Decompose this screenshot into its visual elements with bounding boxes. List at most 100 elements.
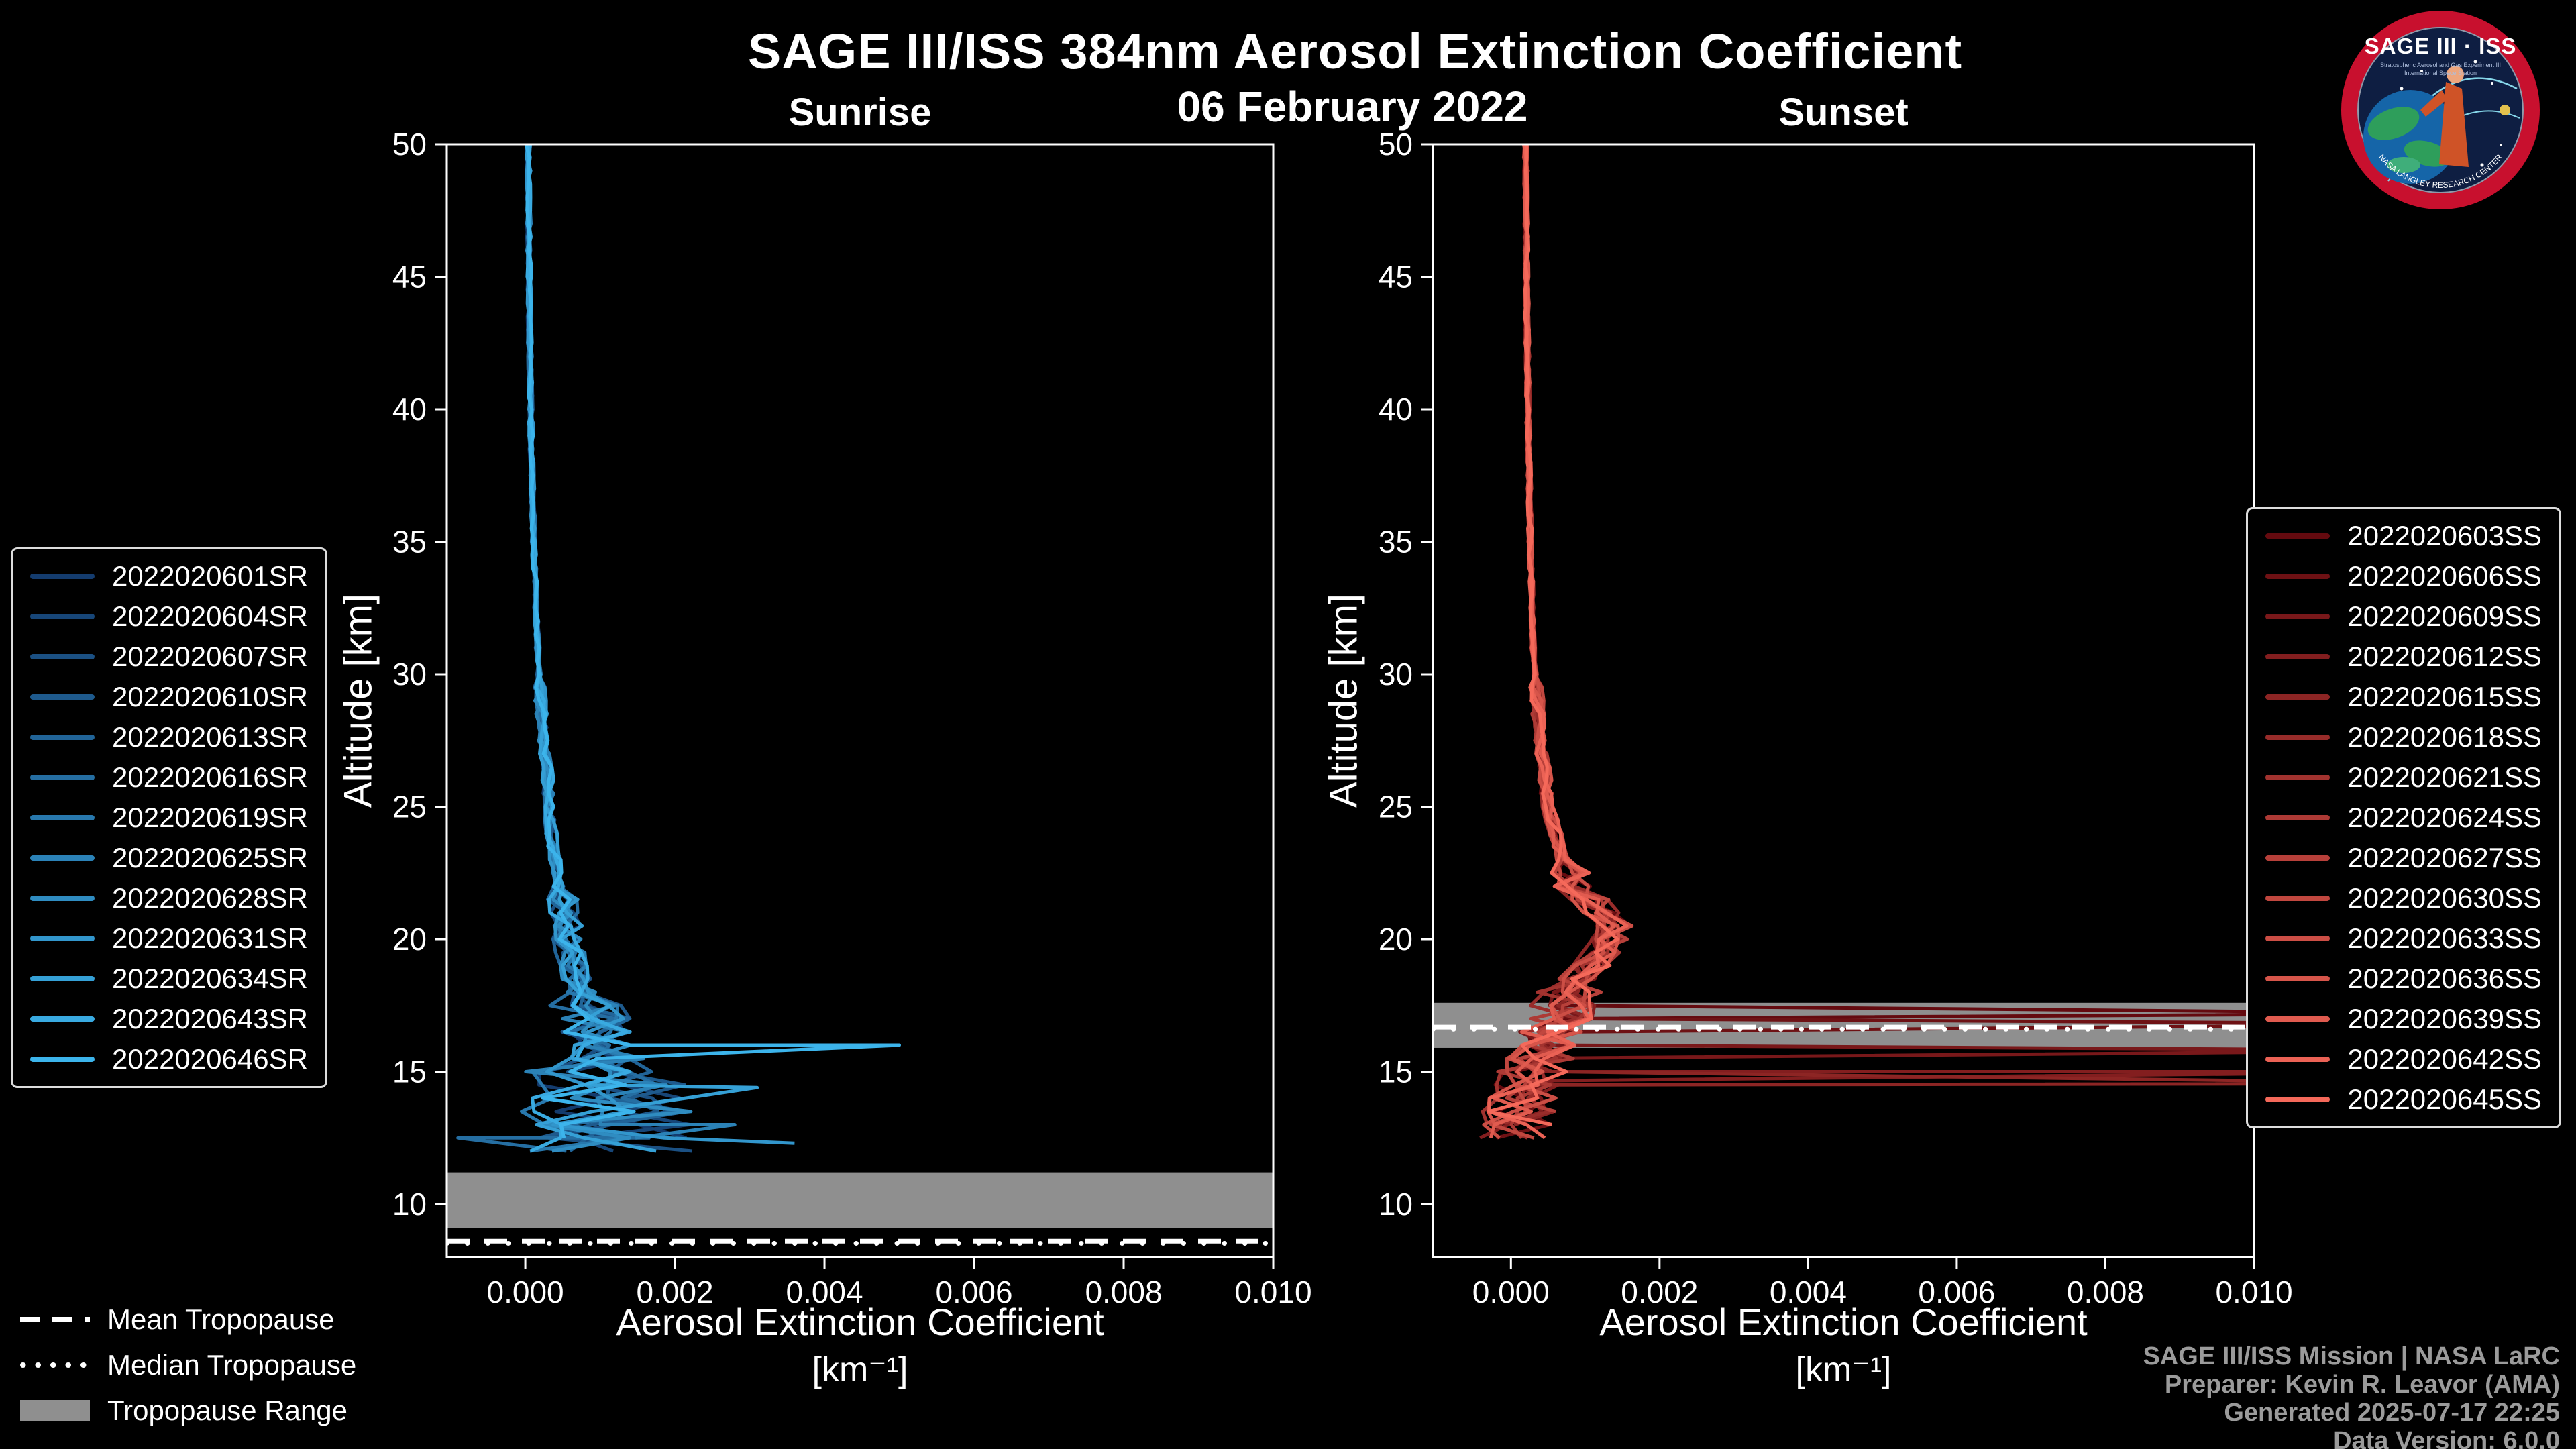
y-tick-label: 15 — [392, 1055, 427, 1089]
y-axis-label-sunrise: Altitude [km] — [336, 593, 380, 808]
legend-item-2022020601SR: 2022020601SR — [30, 559, 308, 594]
star-icon — [2473, 60, 2477, 64]
legend-item-2022020606SS: 2022020606SS — [2265, 559, 2542, 594]
x-tick-label: 0.010 — [1234, 1275, 1311, 1309]
legend-sunrise: 2022020601SR 2022020604SR 2022020607SR 2022… — [11, 547, 327, 1088]
legend-label: 2022020604SR — [112, 600, 308, 632]
legend-line-swatch — [30, 694, 95, 700]
x-tick-label: 0.006 — [1918, 1275, 1995, 1309]
logo-subtitle-2: International Space Station — [2404, 70, 2477, 76]
figure-head-icon — [2447, 66, 2464, 83]
legend-line-swatch — [2265, 694, 2330, 700]
legend-line-swatch — [2265, 654, 2330, 659]
legend-item-2022020631SR: 2022020631SR — [30, 921, 308, 956]
x-axis-unit-sunrise: [km⁻¹] — [812, 1350, 908, 1389]
star-icon — [2480, 163, 2484, 167]
y-tick-label: 25 — [1379, 790, 1413, 824]
legend-label: 2022020642SS — [2347, 1043, 2542, 1075]
planet-icon — [2500, 105, 2510, 115]
page-title: SAGE III/ISS 384nm Aerosol Extinction Co… — [747, 23, 1963, 79]
profile-line-2022020616SR — [456, 144, 678, 1153]
y-tick-label: 15 — [1379, 1055, 1413, 1089]
y-tick-label: 45 — [1379, 260, 1413, 294]
legend-line-swatch — [2265, 775, 2330, 780]
legend-item-2022020625SR: 2022020625SR — [30, 841, 308, 875]
legend-line-swatch — [2265, 976, 2330, 981]
legend-item-2022020616SR: 2022020616SR — [30, 760, 308, 795]
legend-item-2022020624SS: 2022020624SS — [2265, 800, 2542, 835]
plot-area-sunset — [1433, 144, 2254, 1140]
legend-label: 2022020606SS — [2347, 560, 2542, 592]
credit-preparer: Preparer: Kevin R. Leavor (AMA) — [2164, 1371, 2560, 1399]
figure-arm-icon — [2420, 90, 2447, 117]
legend-sunset: 2022020603SS 2022020606SS 2022020609SS 2022… — [2246, 507, 2561, 1128]
star-icon — [2420, 70, 2423, 72]
legend-label: 2022020609SS — [2347, 600, 2542, 632]
profile-line-2022020610SR — [525, 144, 687, 1140]
dashed-line-swatch — [20, 1316, 90, 1324]
legend-line-swatch — [2265, 1016, 2330, 1022]
y-tick-label: 40 — [1379, 392, 1413, 427]
legend-item-2022020604SR: 2022020604SR — [30, 599, 308, 634]
y-tick-label: 20 — [1379, 922, 1413, 957]
legend-line-swatch — [2265, 936, 2330, 941]
legend-line-swatch — [30, 976, 95, 981]
y-tick-label: 10 — [392, 1187, 427, 1222]
figure-icon — [2439, 82, 2469, 167]
dotted-line-swatch — [20, 1361, 90, 1369]
legend-line-swatch — [2265, 1057, 2330, 1062]
legend-label: 2022020603SS — [2347, 520, 2542, 551]
legend-label: 2022020634SR — [112, 963, 308, 994]
legend-line-swatch — [30, 855, 95, 861]
legend-item-2022020643SR: 2022020643SR — [30, 1002, 308, 1036]
profile-line-2022020625SR — [524, 144, 737, 1140]
x-tick-label: 0.000 — [487, 1275, 564, 1309]
legend-label: 2022020625SR — [112, 842, 308, 873]
legend-label: 2022020612SS — [2347, 641, 2542, 672]
credit-data-version: Data Version: 6.0.0 — [2333, 1427, 2560, 1449]
legend-item-2022020645SS: 2022020645SS — [2265, 1082, 2542, 1117]
legend-line-swatch — [30, 1057, 95, 1062]
legend-label: 2022020630SS — [2347, 882, 2542, 914]
legend-label: 2022020615SS — [2347, 681, 2542, 712]
credits-block: SAGE III/ISS Mission | NASA LaRC Prepare… — [2143, 1342, 2560, 1449]
legend-item-2022020630SS: 2022020630SS — [2265, 881, 2542, 916]
legend-line-swatch — [30, 654, 95, 659]
legend-line-swatch — [2265, 855, 2330, 861]
x-axis-label-sunrise: Aerosol Extinction Coefficient — [616, 1301, 1104, 1343]
x-tick-label: 0.004 — [786, 1275, 863, 1309]
legend-label: 2022020631SR — [112, 922, 308, 954]
tropopause-range-band-sunrise — [447, 1172, 1273, 1228]
legend-line-swatch — [2265, 614, 2330, 619]
legend-item-mean-tropopause: Mean Tropopause — [20, 1300, 356, 1339]
profile-line-2022020645SS — [1487, 144, 1619, 1126]
legend-label: 2022020643SR — [112, 1003, 308, 1034]
legend-item-2022020615SS: 2022020615SS — [2265, 680, 2542, 714]
y-tick-label: 35 — [392, 525, 427, 559]
legend-item-2022020627SS: 2022020627SS — [2265, 841, 2542, 875]
legend-item-2022020612SS: 2022020612SS — [2265, 639, 2542, 674]
x-tick-label: 0.010 — [2215, 1275, 2292, 1309]
legend-label: 2022020619SR — [112, 802, 308, 833]
legend-item-2022020609SS: 2022020609SS — [2265, 599, 2542, 634]
legend-item-2022020646SR: 2022020646SR — [30, 1042, 308, 1077]
legend-item-2022020633SS: 2022020633SS — [2265, 921, 2542, 956]
legend-line-swatch — [2265, 533, 2330, 539]
y-tick-label: 20 — [392, 922, 427, 957]
star-icon — [2400, 87, 2404, 91]
legend-item-2022020621SS: 2022020621SS — [2265, 760, 2542, 795]
legend-item-2022020618SS: 2022020618SS — [2265, 720, 2542, 755]
legend-item-2022020619SR: 2022020619SR — [30, 800, 308, 835]
legend-label: 2022020616SR — [112, 761, 308, 793]
legend-line-swatch — [2265, 896, 2330, 901]
legend-item-2022020603SS: 2022020603SS — [2265, 519, 2542, 553]
legend-label: 2022020636SS — [2347, 963, 2542, 994]
legend-line-swatch — [30, 896, 95, 901]
legend-item-2022020607SR: 2022020607SR — [30, 639, 308, 674]
y-tick-label: 50 — [1379, 127, 1413, 162]
plot-frame-sunset — [1432, 143, 2255, 1258]
x-tick-label: 0.006 — [935, 1275, 1012, 1309]
star-icon — [2491, 82, 2493, 85]
legend-line-swatch — [30, 1016, 95, 1022]
